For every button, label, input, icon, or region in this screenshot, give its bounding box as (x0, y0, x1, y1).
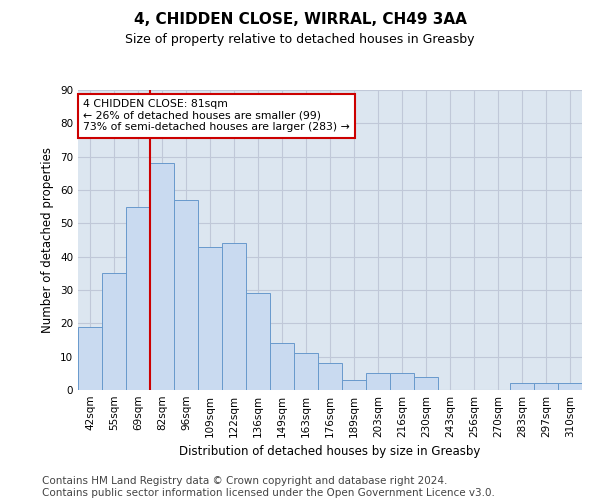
Bar (174, 200, 198, 390)
Text: 4 CHIDDEN CLOSE: 81sqm
← 26% of detached houses are smaller (99)
73% of semi-det: 4 CHIDDEN CLOSE: 81sqm ← 26% of detached… (83, 99, 350, 132)
Bar (390, 374, 414, 390)
Bar (558, 384, 582, 390)
Y-axis label: Number of detached properties: Number of detached properties (41, 147, 55, 333)
X-axis label: Distribution of detached houses by size in Greasby: Distribution of detached houses by size … (179, 446, 481, 458)
Bar (222, 244, 246, 390)
Bar (78, 326, 102, 390)
Text: 4, CHIDDEN CLOSE, WIRRAL, CH49 3AA: 4, CHIDDEN CLOSE, WIRRAL, CH49 3AA (134, 12, 466, 28)
Bar (246, 294, 270, 390)
Bar (294, 354, 318, 390)
Bar (510, 384, 534, 390)
Bar (342, 380, 366, 390)
Text: Size of property relative to detached houses in Greasby: Size of property relative to detached ho… (125, 32, 475, 46)
Bar (102, 274, 126, 390)
Bar (198, 246, 222, 390)
Bar (270, 344, 294, 390)
Bar (414, 376, 438, 390)
Bar (534, 384, 558, 390)
Bar (366, 374, 390, 390)
Bar (126, 206, 150, 390)
Bar (150, 164, 174, 390)
Text: Contains HM Land Registry data © Crown copyright and database right 2024.
Contai: Contains HM Land Registry data © Crown c… (42, 476, 495, 498)
Bar (318, 364, 342, 390)
